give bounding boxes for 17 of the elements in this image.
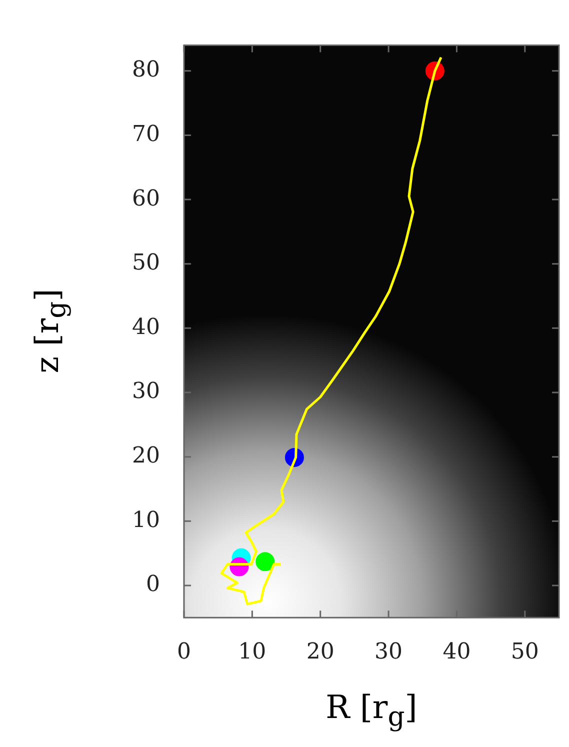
y-tick-label: 50	[132, 250, 160, 276]
x-tick-label: 10	[238, 640, 266, 665]
x-tick-label: 20	[306, 640, 334, 665]
y-tick-label: 80	[132, 58, 160, 83]
y-tick-label: 40	[132, 314, 160, 340]
x-tick-label: 0	[176, 640, 191, 665]
x-tick-label: 40	[442, 640, 471, 665]
x-axis-title: R [r$_{g}$]	[326, 688, 418, 732]
point	[256, 552, 275, 572]
y-tick-label: 20	[132, 444, 160, 469]
y-tick-label: 30	[132, 379, 160, 404]
y-tick-label: 10	[132, 508, 160, 533]
x-tick-label: 50	[510, 640, 539, 665]
y-tick-label: 0	[146, 572, 160, 598]
y-tick-label: 70	[132, 122, 160, 147]
x-tick-label: 30	[374, 640, 403, 665]
y-tick-label: 60	[132, 186, 160, 212]
